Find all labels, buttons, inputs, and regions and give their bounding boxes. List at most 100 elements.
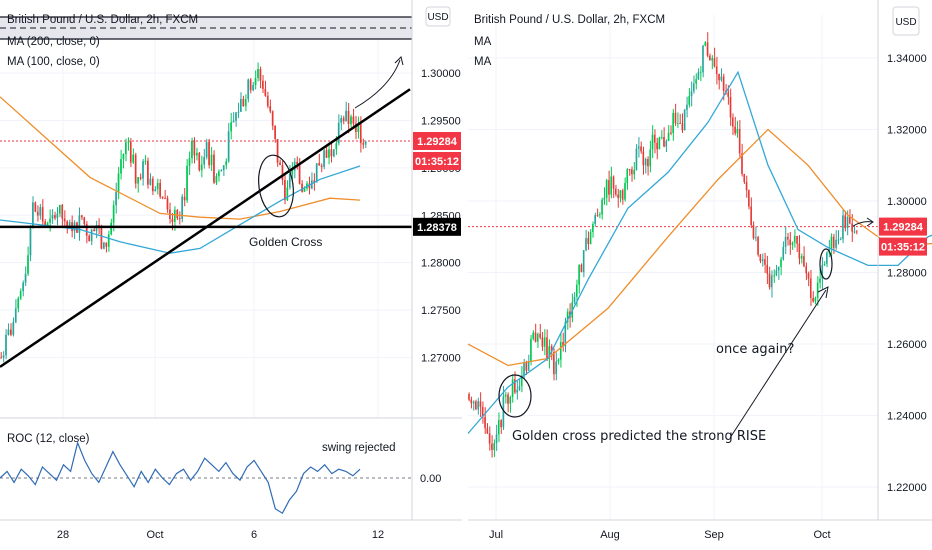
candle-body xyxy=(809,278,812,299)
roc-annotation: swing rejected xyxy=(322,442,396,454)
candle-body xyxy=(745,182,748,191)
candle-body xyxy=(161,196,164,199)
candle-body xyxy=(610,176,612,195)
candle-body xyxy=(137,177,139,184)
candle-body xyxy=(832,236,835,248)
candle-body xyxy=(254,78,257,86)
candle-body xyxy=(142,161,144,179)
x-tick-label: Aug xyxy=(600,529,620,541)
candle-body xyxy=(227,131,230,162)
right-projection-arrow xyxy=(852,221,873,227)
candle-body xyxy=(546,337,548,359)
candle-body xyxy=(147,160,149,185)
candle-body xyxy=(823,263,826,265)
right-cross-ellipse xyxy=(819,248,833,280)
candle-body xyxy=(325,150,328,158)
candle-body xyxy=(237,111,240,113)
candle-body xyxy=(688,96,690,105)
candle-body xyxy=(603,197,606,200)
candle-body xyxy=(17,298,20,309)
candle-body xyxy=(830,236,833,250)
candle-body xyxy=(262,80,264,89)
candle-body xyxy=(514,379,516,393)
candle-body xyxy=(851,223,853,232)
candle-body xyxy=(738,128,741,154)
candle-body xyxy=(722,76,725,91)
candle-body xyxy=(649,149,651,167)
left-countdown-tag xyxy=(413,151,461,170)
candle-body xyxy=(51,215,54,219)
candle-body xyxy=(225,161,228,166)
candle-body xyxy=(249,79,252,91)
candle-body xyxy=(612,176,615,189)
candle-body xyxy=(257,68,259,79)
candle-body xyxy=(242,98,245,107)
right-ma1-legend: MA xyxy=(474,36,492,48)
candle-body xyxy=(347,110,350,125)
candle-body xyxy=(530,338,532,362)
candle-body xyxy=(580,264,583,273)
candle-body xyxy=(695,79,697,84)
candle-body xyxy=(534,332,537,342)
candle-body xyxy=(805,266,807,274)
rising-trendline[interactable] xyxy=(0,88,411,368)
candle-body xyxy=(54,215,56,219)
candle-body xyxy=(773,275,775,277)
candle-body xyxy=(500,420,502,428)
right-annotation-bottom: Golden cross predicted the strong RISE xyxy=(512,429,766,444)
candle-body xyxy=(12,322,15,335)
candle-body xyxy=(291,170,294,174)
candle-body xyxy=(88,235,91,242)
candle-body xyxy=(56,213,59,219)
candle-body xyxy=(697,72,700,80)
candle-body xyxy=(191,140,193,159)
candle-body xyxy=(93,229,95,232)
candle-body xyxy=(706,42,709,56)
candle-body xyxy=(789,239,791,245)
candle-body xyxy=(315,163,318,183)
candle-body xyxy=(713,58,716,67)
candle-body xyxy=(22,282,24,292)
right-currency-button[interactable] xyxy=(892,6,920,36)
golden-cross-ellipse xyxy=(258,154,294,218)
candle-body xyxy=(736,128,739,134)
candle-body xyxy=(200,164,203,171)
candle-body xyxy=(220,170,223,172)
candle-body xyxy=(621,190,624,200)
candle-body xyxy=(660,136,663,138)
candle-body xyxy=(34,202,37,212)
candle-body xyxy=(151,178,154,192)
candle-body xyxy=(491,443,493,450)
y-tick-label: 1.28000 xyxy=(887,268,927,280)
candle-body xyxy=(215,176,218,183)
right-ma2-legend: MA xyxy=(474,56,492,68)
candle-body xyxy=(690,91,693,97)
candle-body xyxy=(156,182,159,190)
left-currency-button[interactable] xyxy=(425,6,451,27)
candle-body xyxy=(264,88,267,96)
candle-body xyxy=(362,143,365,145)
candle-body xyxy=(61,204,64,219)
candle-body xyxy=(656,142,658,150)
y-tick-label: 1.28000 xyxy=(421,258,461,270)
candle-body xyxy=(644,159,647,166)
right-price-axis: 1.34000 1.32000 1.30000 1.28000 1.26000 1.240… xyxy=(887,53,927,494)
candle-body xyxy=(507,394,509,404)
candle-body xyxy=(527,361,530,371)
candle-body xyxy=(683,109,686,131)
left-ma2-legend: MA (100, close, 0) xyxy=(7,56,100,68)
candle-body xyxy=(5,334,7,356)
candle-body xyxy=(49,218,51,223)
candle-body xyxy=(276,138,279,163)
right-candles xyxy=(468,32,858,458)
candle-body xyxy=(582,250,585,273)
candle-body xyxy=(681,123,684,131)
candle-body xyxy=(484,416,486,429)
candle-body xyxy=(122,154,125,160)
candle-body xyxy=(279,162,281,165)
candle-body xyxy=(107,234,110,247)
candle-body xyxy=(653,134,656,143)
candle-body xyxy=(7,329,10,335)
roc-legend: ROC (12, close) xyxy=(7,433,90,445)
candle-body xyxy=(477,401,479,410)
